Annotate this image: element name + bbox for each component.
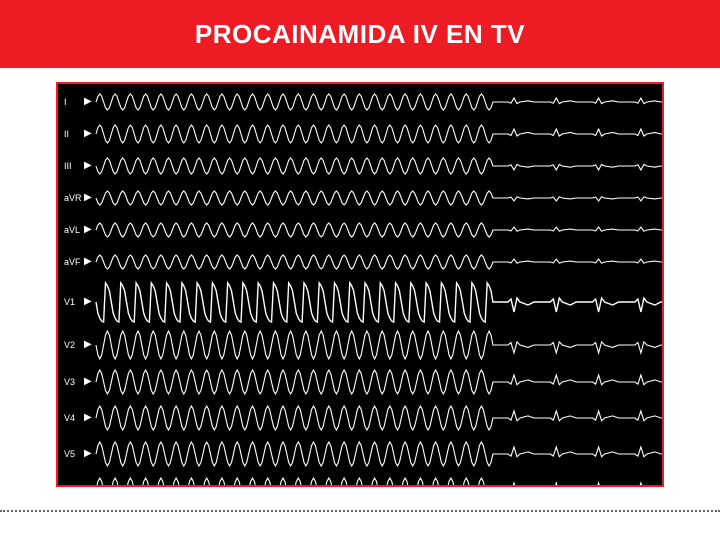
calibration-marker-icon: ▶	[84, 339, 92, 350]
ecg-trace	[58, 437, 662, 471]
lead-label: I	[64, 97, 67, 107]
ecg-trace	[58, 87, 662, 117]
calibration-marker-icon: ▶	[84, 192, 92, 203]
ecg-trace	[58, 279, 662, 325]
lead-label: aVF	[64, 257, 81, 267]
ecg-lead-row: II ▶	[58, 119, 662, 149]
calibration-marker-icon: ▶	[84, 160, 92, 171]
slide-title: PROCAINAMIDA IV EN TV	[195, 19, 525, 50]
calibration-marker-icon: ▶	[84, 96, 92, 107]
ecg-lead-row: aVL ▶	[58, 215, 662, 245]
calibration-marker-icon: ▶	[84, 376, 92, 387]
ecg-trace	[58, 183, 662, 213]
ecg-lead-row: V6 ▶	[58, 473, 662, 487]
lead-label: aVR	[64, 193, 82, 203]
ecg-lead-row: I▶	[58, 87, 662, 117]
lead-label: V4	[64, 413, 75, 423]
lead-label: V2	[64, 340, 75, 350]
ecg-trace	[58, 473, 662, 487]
calibration-marker-icon: ▶	[84, 224, 92, 235]
calibration-marker-icon: ▶	[84, 448, 92, 459]
ecg-trace	[58, 401, 662, 435]
lead-label: III	[64, 161, 72, 171]
calibration-marker-icon: ▶	[84, 412, 92, 423]
ecg-trace	[58, 327, 662, 363]
ecg-lead-row: aVR▶	[58, 183, 662, 213]
ecg-lead-row: V4 ▶	[58, 401, 662, 435]
calibration-marker-icon: ▶	[84, 128, 92, 139]
ecg-lead-row: V1 ▶	[58, 279, 662, 325]
lead-label: V1	[64, 297, 75, 307]
ecg-trace	[58, 365, 662, 399]
ecg-lead-row: aVF▶	[58, 247, 662, 277]
ecg-trace	[58, 247, 662, 277]
lead-label: V3	[64, 377, 75, 387]
ecg-lead-row: III ▶	[58, 151, 662, 181]
ecg-trace	[58, 215, 662, 245]
calibration-marker-icon: ▶	[84, 484, 92, 487]
ecg-lead-row: V3 ▶	[58, 365, 662, 399]
lead-label: II	[64, 129, 69, 139]
ecg-trace	[58, 119, 662, 149]
ecg-lead-row: V2 ▶	[58, 327, 662, 363]
lead-label: V6	[64, 485, 75, 487]
lead-label: V5	[64, 449, 75, 459]
lead-label: aVL	[64, 225, 80, 235]
calibration-marker-icon: ▶	[84, 296, 92, 307]
footer-dotted-line	[0, 510, 720, 512]
ecg-container: I▶II▶III▶aVR▶aVL▶aVF▶V1▶V2▶V3▶V4▶V5▶V6▶	[56, 82, 664, 487]
ecg-trace	[58, 151, 662, 181]
ecg-lead-row: V5 ▶	[58, 437, 662, 471]
calibration-marker-icon: ▶	[84, 256, 92, 267]
slide-header: PROCAINAMIDA IV EN TV	[0, 0, 720, 68]
